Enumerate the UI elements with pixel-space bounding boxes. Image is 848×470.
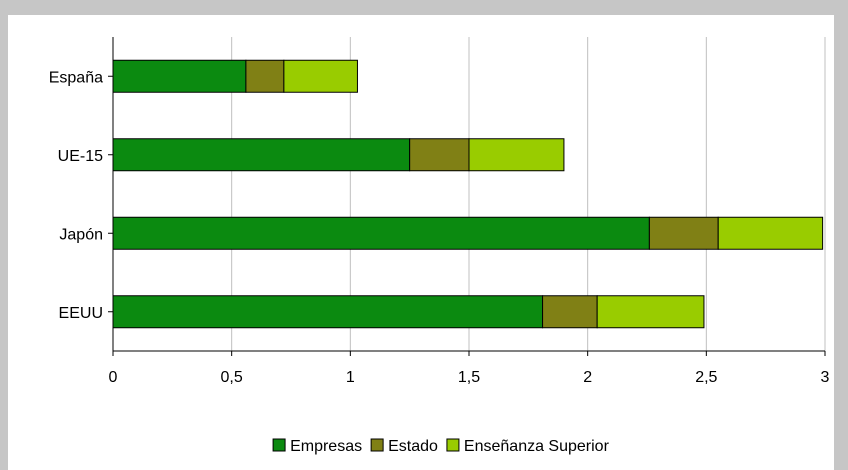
stacked-bar-chart: España UE-15 Japón EEUU 0 0,5 1 1,5 2 2,5 3 Empre… (49, 37, 830, 455)
chart-frame: España UE-15 Japón EEUU 0 0,5 1 1,5 2 2,5 3 Empre… (8, 15, 834, 470)
x-tick-label: 2,5 (695, 369, 717, 386)
bar-japon-ensenanza-superior (717, 216, 824, 250)
legend: Empresas Estado Enseñanza Superior (272, 438, 610, 455)
legend-label-estado: Estado (388, 438, 438, 455)
bar-espana-ensenanza-superior (283, 59, 358, 93)
category-label-ue-15: UE-15 (58, 148, 103, 165)
x-tick-label: 1,5 (458, 369, 480, 386)
x-tick-labels: 0 0,5 1 1,5 2 2,5 3 (109, 369, 830, 386)
bar-ue-15-estado (409, 138, 470, 172)
category-labels: España UE-15 Japón EEUU (49, 69, 103, 322)
x-tick-label: 0,5 (221, 369, 243, 386)
bar-ue-15-empresas (112, 138, 411, 172)
bar-eeuu-ensenanza-superior (596, 295, 705, 329)
bar-espana-estado (245, 59, 285, 93)
category-label-eeuu: EEUU (59, 305, 103, 322)
bar-ue-15-ensenanza-superior (468, 138, 565, 172)
bar-japon-empresas (112, 216, 650, 250)
x-tick-label: 1 (346, 369, 355, 386)
x-tick-label: 3 (821, 369, 830, 386)
bar-espana-empresas (112, 59, 247, 93)
bar-japon-estado (648, 216, 719, 250)
category-label-espana: España (49, 69, 103, 86)
legend-swatch-ensenanza-superior (446, 438, 460, 452)
x-tick-label: 0 (109, 369, 118, 386)
legend-swatch-estado (370, 438, 384, 452)
legend-swatch-empresas (272, 438, 286, 452)
bar-group (112, 59, 824, 329)
category-label-japon: Japón (59, 226, 103, 243)
x-tick-label: 2 (583, 369, 592, 386)
bar-eeuu-empresas (112, 295, 544, 329)
legend-label-ensenanza-superior: Enseñanza Superior (464, 438, 610, 455)
legend-label-empresas: Empresas (290, 438, 362, 455)
axes (108, 37, 826, 356)
bar-eeuu-estado (542, 295, 598, 329)
